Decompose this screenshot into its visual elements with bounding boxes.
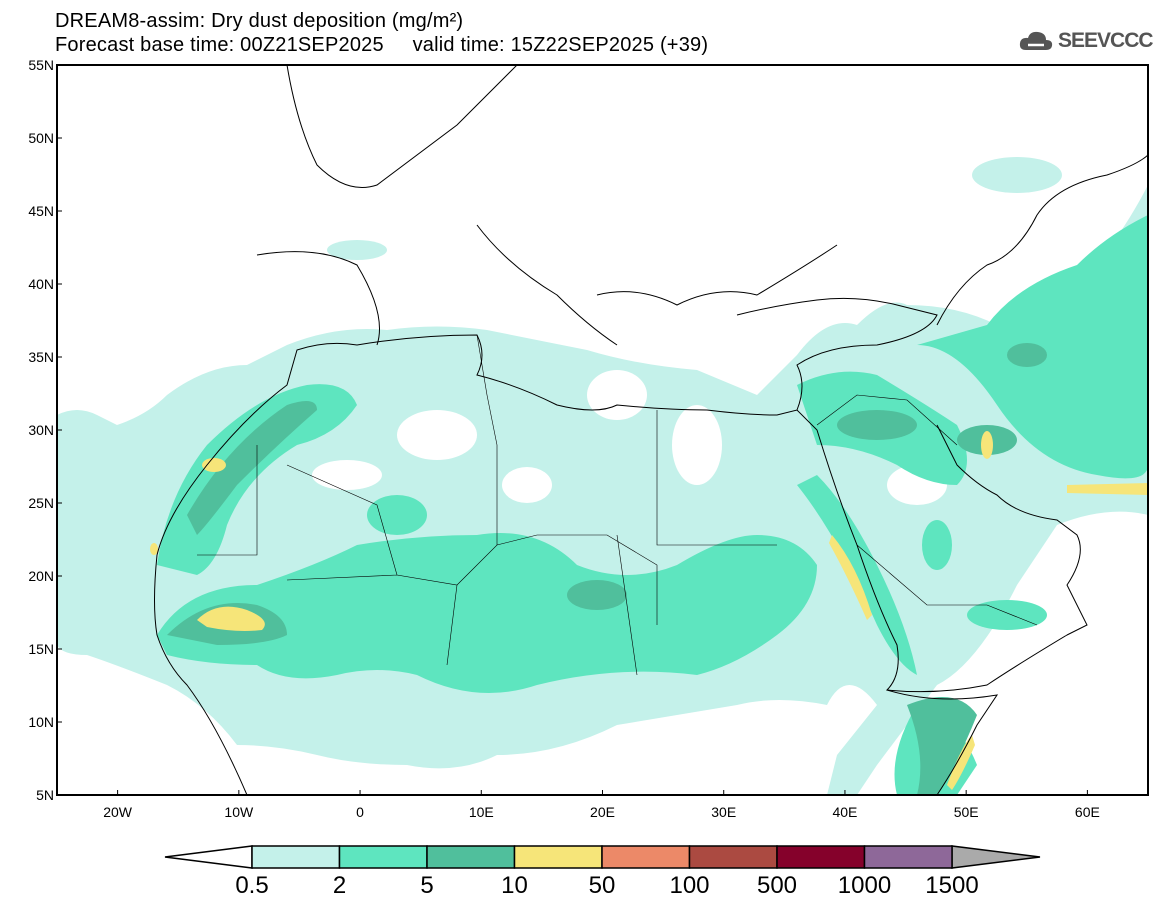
logo-text: SEEVCCC bbox=[1058, 29, 1154, 52]
lat-tick-label: 20N bbox=[28, 568, 54, 584]
forecast-time-subtitle: Forecast base time: 00Z21SEP2025 valid t… bbox=[55, 34, 709, 56]
colorbar-swatch bbox=[776, 845, 866, 869]
coastlines bbox=[154, 64, 1149, 796]
colorbar-label: 1500 bbox=[925, 872, 978, 899]
colorbar-label: 500 bbox=[757, 872, 797, 899]
lat-tick-label: 5N bbox=[36, 787, 54, 803]
colorbar-label: 50 bbox=[589, 872, 616, 899]
map-area: 20W 10W 0 10E 20E 30E 40E 50E 60E 5N 10N 15N 20N 25N 3… bbox=[28, 57, 1149, 820]
lon-tick-label: 40E bbox=[832, 804, 857, 820]
colorbar-label: 1000 bbox=[838, 872, 891, 899]
colorbar-swatch bbox=[338, 845, 428, 869]
colorbar-under-arrow bbox=[164, 845, 253, 869]
axis-ticks: 20W 10W 0 10E 20E 30E 40E 50E 60E 5N 10N 15N 20N 25N 3… bbox=[28, 57, 1100, 820]
lat-tick-label: 35N bbox=[28, 349, 54, 365]
lat-tick-label: 40N bbox=[28, 276, 54, 292]
colorbar-swatch bbox=[513, 845, 603, 869]
lat-tick-label: 45N bbox=[28, 203, 54, 219]
lat-tick-label: 10N bbox=[28, 714, 54, 730]
colorbar: 0.5 2 5 10 50 100 500 1000 1500 bbox=[164, 845, 1041, 899]
colorbar-swatch bbox=[601, 845, 691, 869]
lon-tick-label: 20E bbox=[590, 804, 615, 820]
lon-tick-label: 60E bbox=[1075, 804, 1100, 820]
dust-level-10-50 bbox=[150, 431, 1148, 790]
colorbar-label: 100 bbox=[669, 872, 709, 899]
cloud-icon bbox=[1019, 31, 1053, 50]
colorbar-swatch bbox=[688, 845, 778, 869]
lon-tick-label: 20W bbox=[103, 804, 133, 820]
no-dust-patches bbox=[312, 370, 947, 505]
colorbar-swatch bbox=[426, 845, 516, 869]
colorbar-label: 5 bbox=[420, 872, 433, 899]
colorbar-label: 10 bbox=[501, 872, 528, 899]
lon-tick-label: 10E bbox=[469, 804, 494, 820]
seevccc-logo: SEEVCCC bbox=[1018, 28, 1154, 54]
colorbar-label: 2 bbox=[333, 872, 346, 899]
lon-tick-label: 0 bbox=[356, 804, 364, 820]
lat-tick-label: 25N bbox=[28, 495, 54, 511]
dust-level-5-10 bbox=[167, 343, 1047, 795]
lat-tick-label: 50N bbox=[28, 130, 54, 146]
lon-tick-label: 50E bbox=[954, 804, 979, 820]
lon-tick-label: 30E bbox=[711, 804, 736, 820]
colorbar-over-arrow bbox=[951, 845, 1041, 869]
lat-tick-label: 30N bbox=[28, 422, 54, 438]
lat-tick-label: 15N bbox=[28, 641, 54, 657]
colorbar-swatch bbox=[251, 845, 341, 869]
colorbar-label: 0.5 bbox=[235, 872, 268, 899]
lat-tick-label: 55N bbox=[28, 57, 54, 73]
lon-tick-label: 10W bbox=[224, 804, 254, 820]
borders bbox=[197, 334, 1038, 676]
colorbar-swatch bbox=[863, 845, 953, 869]
map-title: DREAM8-assim: Dry dust deposition (mg/m²… bbox=[55, 10, 464, 32]
